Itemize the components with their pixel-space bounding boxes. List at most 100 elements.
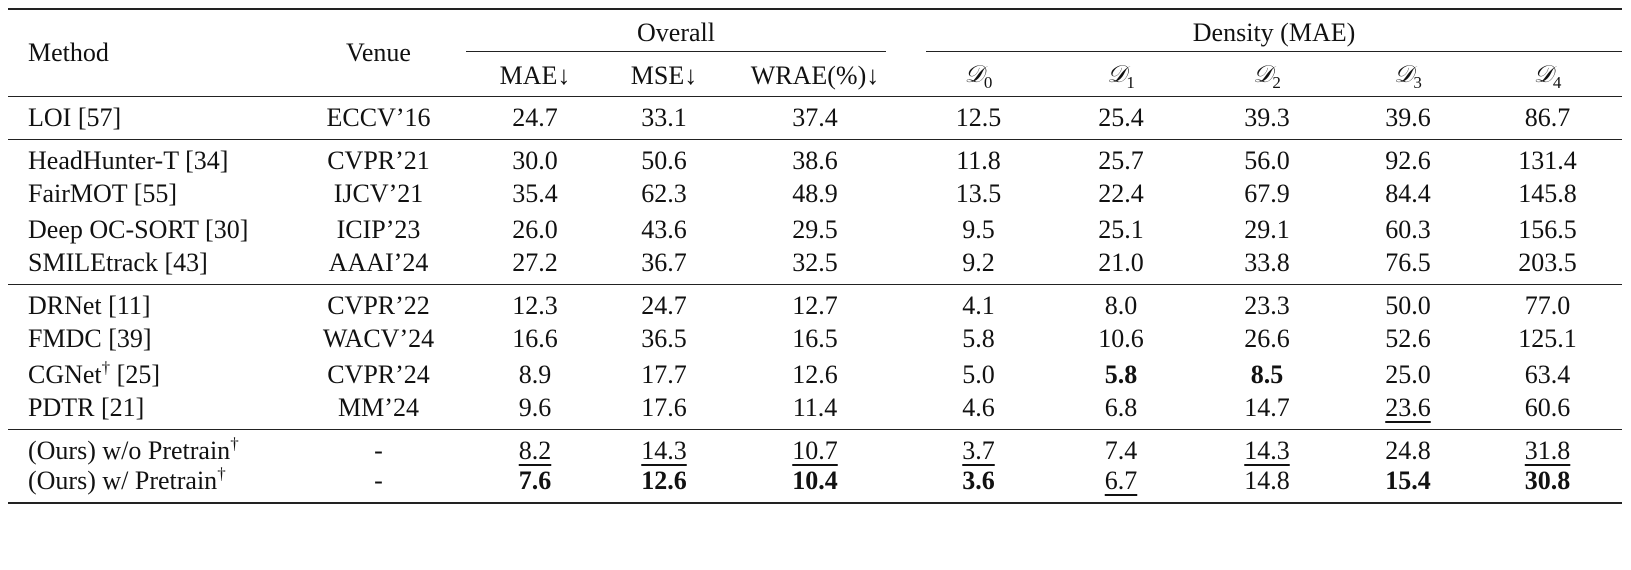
value-cell: 12.3 [512, 291, 558, 320]
table-row: SMILEtrack [43] AAAI’24 27.2 36.7 32.5 9.2 21.… [8, 248, 1622, 285]
venue-cell: ICIP’23 [336, 215, 421, 244]
value-cell: 12.6 [641, 466, 687, 495]
value-cell: 6.8 [1104, 393, 1138, 422]
value-cell: 50.0 [1385, 291, 1431, 320]
value-cell: 27.2 [512, 248, 558, 277]
density-header: Density (MAE) [926, 15, 1623, 52]
value-cell: 77.0 [1524, 291, 1571, 320]
value-cell: 50.6 [641, 146, 687, 175]
value-cell: 24.7 [641, 291, 687, 320]
value-cell: 63.4 [1524, 360, 1571, 389]
value-cell: 3.6 [962, 466, 995, 495]
mae-header: MAE↓ [499, 61, 571, 90]
venue-cell: MM’24 [338, 393, 419, 422]
header-row-2: MAE↓ MSE↓ WRAE(%)↓ 𝒟0 𝒟1 𝒟2 𝒟3 𝒟4 [8, 56, 1622, 97]
value-cell: 37.4 [792, 103, 838, 132]
value-cell: 12.5 [955, 103, 1002, 132]
value-cell: 8.5 [1250, 360, 1284, 389]
value-cell: 32.5 [792, 248, 838, 277]
value-cell: 30.0 [512, 146, 558, 175]
value-cell: 36.5 [641, 324, 687, 353]
value-cell: 14.3 [1244, 436, 1290, 465]
results-body: LOI [57] ECCV’16 24.7 33.1 37.4 12.5 25.4 39.3 3… [8, 96, 1623, 503]
mse-header: MSE↓ [630, 61, 698, 90]
value-cell: 24.8 [1385, 436, 1431, 465]
overall-header-cell: Overall [466, 9, 906, 56]
value-cell: 203.5 [1518, 248, 1577, 277]
value-cell: 131.4 [1518, 146, 1577, 175]
method-header: Method [28, 38, 109, 67]
value-cell: 14.3 [641, 436, 687, 465]
value-cell: 7.4 [1104, 436, 1138, 465]
value-cell: 39.6 [1385, 103, 1431, 132]
value-cell: 60.6 [1524, 393, 1571, 422]
value-cell: 9.2 [962, 248, 995, 277]
table-row: DRNet [11] CVPR’22 12.3 24.7 12.7 4.1 8.0 23.3 5… [8, 284, 1623, 322]
value-cell: 5.8 [962, 324, 995, 353]
header-row-1: Method Venue Overall Density (MAE) [8, 9, 1623, 67]
venue-cell: ECCV’16 [326, 103, 431, 132]
table-row: PDTR [21] MM’24 9.6 17.6 11.4 4.6 6.8 14.7 23.6 6… [8, 393, 1622, 430]
value-cell: 8.0 [1104, 291, 1138, 320]
value-cell: 33.1 [641, 103, 687, 132]
value-cell: 76.5 [1385, 248, 1431, 277]
value-cell: 23.3 [1244, 291, 1290, 320]
value-cell: 25.0 [1385, 360, 1431, 389]
table-row: FairMOT [55] IJCV’21 35.4 62.3 48.9 13.5 22.4 6… [8, 176, 1622, 212]
value-cell: 56.0 [1244, 146, 1290, 175]
value-cell: 25.4 [1098, 103, 1144, 132]
results-table-container: Method Venue Overall Density (MAE) MAE↓ … [8, 8, 1623, 504]
value-cell: 12.6 [792, 360, 838, 389]
value-cell: 33.8 [1244, 248, 1290, 277]
venue-cell: IJCV’21 [333, 179, 424, 208]
value-cell: 13.5 [955, 179, 1002, 208]
value-cell: 16.6 [512, 324, 558, 353]
value-cell: 14.7 [1244, 393, 1290, 422]
value-cell: 10.6 [1098, 324, 1144, 353]
results-table: Method Venue Overall Density (MAE) MAE↓ … [8, 8, 1623, 504]
value-cell: 31.8 [1524, 436, 1571, 465]
value-cell: 4.6 [962, 393, 995, 422]
value-cell: 67.9 [1244, 179, 1290, 208]
value-cell: 22.4 [1098, 179, 1144, 208]
venue-cell: CVPR’21 [327, 146, 430, 175]
overall-header: Overall [466, 15, 886, 52]
table-row: HeadHunter-T [34] CVPR’21 30.0 50.6 38.6 11.8… [8, 139, 1623, 177]
method-cell: DRNet [11] [28, 291, 151, 320]
value-cell: 3.7 [962, 436, 995, 465]
value-cell: 17.7 [641, 360, 687, 389]
value-cell: 17.6 [641, 393, 687, 422]
value-cell: 86.7 [1524, 103, 1571, 132]
table-row: LOI [57] ECCV’16 24.7 33.1 37.4 12.5 25.4 39.3 3… [8, 96, 1623, 140]
value-cell: 36.7 [641, 248, 687, 277]
value-cell: 35.4 [512, 179, 558, 208]
density-d0-header: 𝒟0 [964, 60, 993, 92]
value-cell: 52.6 [1385, 324, 1431, 353]
value-cell: 60.3 [1385, 215, 1431, 244]
venue-cell: AAAI’24 [328, 248, 429, 277]
table-row: FMDC [39] WACV’24 16.6 36.5 16.5 5.8 10.6 26.6 5… [8, 321, 1622, 357]
value-cell: 145.8 [1518, 179, 1577, 208]
method-cell: (Ours) w/o Pretrain† [28, 434, 239, 465]
venue-cell: - [374, 466, 383, 495]
value-cell: 24.7 [512, 103, 558, 132]
value-cell: 15.4 [1385, 466, 1431, 495]
value-cell: 8.9 [518, 360, 552, 389]
table-row: Deep OC-SORT [30] ICIP’23 26.0 43.6 29.5 9.5 2… [8, 212, 1622, 248]
density-d3-header: 𝒟3 [1394, 60, 1422, 92]
value-cell: 25.1 [1098, 215, 1144, 244]
value-cell: 9.6 [518, 393, 552, 422]
density-header-cell: Density (MAE) [906, 9, 1623, 56]
density-d1-header: 𝒟1 [1107, 60, 1135, 92]
value-cell: 9.5 [962, 215, 995, 244]
value-cell: 25.7 [1098, 146, 1144, 175]
value-cell: 11.8 [956, 146, 1001, 175]
value-cell: 62.3 [641, 179, 687, 208]
venue-cell: WACV’24 [322, 324, 435, 353]
method-cell: PDTR [21] [28, 393, 145, 422]
value-cell: 5.8 [1104, 360, 1138, 389]
value-cell: 10.4 [792, 466, 838, 495]
value-cell: 125.1 [1518, 324, 1577, 353]
method-cell: (Ours) w/ Pretrain† [28, 464, 226, 495]
venue-cell: - [374, 436, 383, 465]
